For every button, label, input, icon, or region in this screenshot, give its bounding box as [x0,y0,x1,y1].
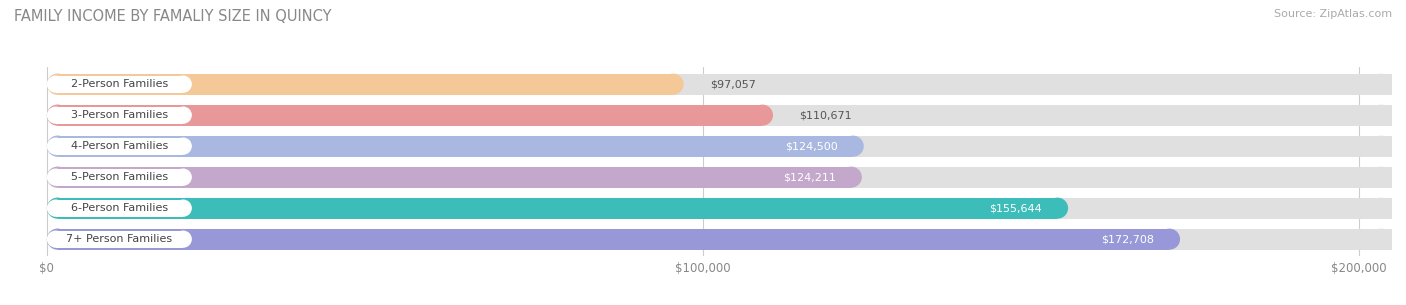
Bar [58,229,1170,250]
Ellipse shape [174,168,191,186]
Ellipse shape [46,167,69,188]
Bar [58,229,1403,250]
Ellipse shape [174,199,191,217]
Ellipse shape [46,198,69,219]
Text: $172,708: $172,708 [1101,234,1154,244]
Bar [58,105,1403,126]
Bar [58,105,762,126]
Text: Source: ZipAtlas.com: Source: ZipAtlas.com [1274,9,1392,19]
Bar [58,74,1403,95]
Text: $110,671: $110,671 [799,110,852,120]
Bar [58,167,851,188]
Ellipse shape [46,105,69,126]
Text: 2-Person Families: 2-Person Families [70,79,167,89]
Text: 4-Person Families: 4-Person Families [70,141,167,151]
Ellipse shape [46,76,65,93]
Ellipse shape [1371,136,1392,157]
Ellipse shape [841,167,862,188]
Ellipse shape [842,136,863,157]
Bar [58,198,1403,219]
Text: $97,057: $97,057 [710,79,756,89]
Ellipse shape [46,136,69,157]
Text: FAMILY INCOME BY FAMALIY SIZE IN QUINCY: FAMILY INCOME BY FAMALIY SIZE IN QUINCY [14,9,332,24]
Bar [58,136,1403,157]
Text: $124,211: $124,211 [783,172,835,182]
Text: 3-Person Families: 3-Person Families [70,110,167,120]
Ellipse shape [1371,74,1392,95]
Ellipse shape [662,74,683,95]
Bar [58,167,1403,188]
Text: 5-Person Families: 5-Person Families [70,172,167,182]
Ellipse shape [46,231,65,248]
Ellipse shape [1371,229,1392,250]
Bar [56,199,183,217]
Ellipse shape [46,168,65,186]
Ellipse shape [174,138,191,155]
Bar [56,138,183,155]
Ellipse shape [752,105,773,126]
Ellipse shape [46,106,65,124]
Ellipse shape [46,136,69,157]
Ellipse shape [1371,105,1392,126]
Ellipse shape [1159,229,1180,250]
Bar [58,198,1057,219]
Bar [56,106,183,124]
Ellipse shape [46,199,65,217]
Ellipse shape [46,74,69,95]
Text: 6-Person Families: 6-Person Families [70,203,167,213]
Ellipse shape [174,76,191,93]
Ellipse shape [1046,198,1069,219]
Ellipse shape [46,229,69,250]
Ellipse shape [46,74,69,95]
Bar [58,136,853,157]
Text: $155,644: $155,644 [988,203,1042,213]
Ellipse shape [1371,198,1392,219]
Bar [58,74,673,95]
Ellipse shape [46,198,69,219]
Text: $124,500: $124,500 [785,141,838,151]
Bar [56,76,183,93]
Bar [56,231,183,248]
Ellipse shape [46,229,69,250]
Ellipse shape [46,167,69,188]
Ellipse shape [46,105,69,126]
Ellipse shape [174,231,191,248]
Text: 7+ Person Families: 7+ Person Families [66,234,173,244]
Ellipse shape [46,138,65,155]
Ellipse shape [174,106,191,124]
Bar [56,168,183,186]
Ellipse shape [1371,167,1392,188]
